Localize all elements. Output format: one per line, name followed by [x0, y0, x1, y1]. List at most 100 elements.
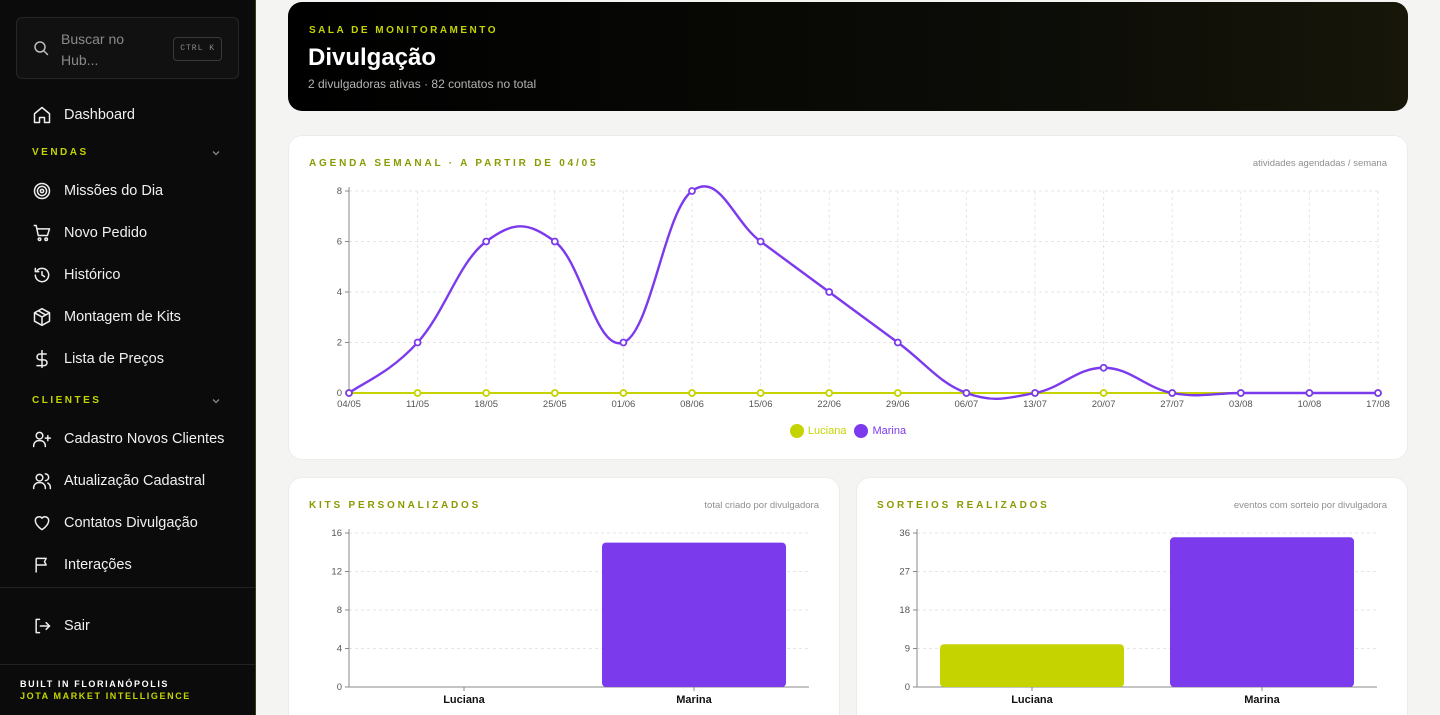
y-tick-label: 0 [337, 682, 342, 693]
nav-contatos-divulgacao[interactable]: Contatos Divulgação [32, 511, 198, 535]
kits-card: KITS PERSONALIZADOS total criado por div… [288, 477, 840, 715]
legend-label: Marina [872, 425, 907, 437]
chart-note: eventos com sorteio por divulgadora [1233, 500, 1387, 511]
nav-dashboard[interactable]: Dashboard [32, 103, 135, 127]
data-point-marina [825, 288, 834, 296]
chevron-down-icon [212, 151, 220, 156]
x-tick-label: 08/06 [680, 399, 704, 410]
data-point-marina [482, 237, 491, 246]
legend-item-luciana[interactable]: Luciana [789, 424, 847, 438]
data-point-luciana [619, 389, 628, 397]
y-tick-label: 12 [331, 567, 342, 578]
x-tick-label: 01/06 [612, 399, 636, 410]
page-subtitle: 2 divulgadoras ativas · 82 contatos no t… [308, 77, 537, 91]
x-tick-label: 22/06 [817, 399, 841, 410]
divider [0, 664, 255, 665]
data-point-luciana [688, 389, 696, 397]
data-point-marina [688, 187, 696, 195]
x-tick-label: 27/07 [1160, 399, 1184, 410]
nav-novo-pedido[interactable]: Novo Pedido [32, 221, 147, 245]
x-tick-label: 04/05 [337, 399, 361, 410]
nav-missoes-label: Missões do Dia [64, 183, 164, 199]
data-point-marina [1031, 389, 1039, 397]
user-plus-icon [32, 431, 52, 448]
data-point-luciana [756, 389, 765, 397]
chart-note: total criado por divulgadora [704, 500, 819, 511]
sorteios-card: SORTEIOS REALIZADOS eventos com sorteio … [856, 477, 1408, 715]
page-title: Divulgação [308, 44, 437, 71]
target-icon [33, 182, 51, 200]
series-line-marina [348, 185, 1378, 401]
footer-brand: JOTA MARKET INTELLIGENCE [20, 691, 191, 701]
nav-lista-de-precos[interactable]: Lista de Preços [32, 347, 164, 371]
chart-title: AGENDA SEMANAL · A PARTIR DE 04/05 [309, 158, 599, 169]
heart-icon [34, 516, 50, 531]
y-tick-label: 4 [337, 644, 342, 655]
nav-montagem-de-kits[interactable]: Montagem de Kits [32, 305, 181, 329]
data-point-marina [345, 389, 353, 397]
x-tick-label: 18/05 [474, 399, 498, 410]
data-point-marina [1305, 389, 1314, 397]
y-tick-label: 18 [899, 605, 910, 616]
nav-historico-label: Histórico [64, 267, 121, 283]
chart-title: KITS PERSONALIZADOS [309, 500, 482, 511]
bar-marina [1170, 537, 1354, 687]
sidebar: Buscar no Hub... CTRL K Dashboard VENDAS… [0, 0, 256, 715]
data-point-marina [1168, 389, 1177, 397]
chart-title: SORTEIOS REALIZADOS [877, 500, 1050, 511]
nav-cadastro-novos-clientes[interactable]: Cadastro Novos Clientes [32, 427, 224, 451]
logout-button[interactable]: Sair [32, 614, 90, 638]
nav-lista-label: Lista de Preços [64, 351, 164, 367]
x-tick-label: 15/06 [749, 399, 773, 410]
x-category-label: Marina [676, 694, 712, 706]
weekly-agenda-card: AGENDA SEMANAL · A PARTIR DE 04/05 ativi… [288, 135, 1408, 460]
kits-chart: 0 4 8 12 16 Luciana Marina [331, 528, 809, 706]
x-tick-label: 03/08 [1229, 399, 1253, 410]
logout-label: Sair [64, 618, 90, 634]
search-placeholder: Buscar no Hub... [61, 31, 125, 68]
y-tick-label: 16 [331, 528, 342, 539]
legend-dot [854, 424, 869, 438]
sorteios-chart: 0 9 18 27 36 Luciana Marina [899, 528, 1377, 706]
x-tick-label: 13/07 [1023, 399, 1047, 410]
nav-missoes-do-dia[interactable]: Missões do Dia [32, 179, 163, 203]
search-input[interactable]: Buscar no Hub... CTRL K [16, 17, 239, 79]
x-category-label: Luciana [1011, 694, 1053, 706]
y-tick-label: 8 [337, 186, 342, 197]
data-point-marina [962, 389, 971, 397]
x-tick-label: 11/05 [406, 399, 429, 410]
x-tick-label: 17/08 [1366, 399, 1390, 410]
box-icon [33, 307, 51, 327]
bar-marina [602, 542, 786, 687]
nav-contatos-label: Contatos Divulgação [64, 515, 198, 531]
search-shortcut: CTRL K [173, 37, 222, 61]
data-point-luciana [550, 389, 559, 397]
nav-interacoes[interactable]: Interações [32, 553, 132, 577]
data-point-marina [893, 338, 902, 347]
data-point-marina [1236, 389, 1245, 397]
data-point-marina [1099, 363, 1108, 372]
x-tick-label: 10/08 [1298, 399, 1322, 410]
data-point-luciana [825, 389, 834, 397]
dollar-icon [36, 349, 48, 369]
history-icon [34, 267, 50, 283]
nav-atualizacao-cadastral[interactable]: Atualização Cadastral [32, 469, 205, 493]
legend-label: Luciana [807, 425, 847, 437]
users-icon [32, 473, 52, 490]
y-tick-label: 8 [337, 605, 342, 616]
y-tick-label: 36 [899, 528, 910, 539]
nav-interacoes-label: Interações [64, 557, 132, 573]
y-tick-label: 2 [337, 338, 342, 349]
section-vendas-label: VENDAS [32, 147, 89, 158]
x-tick-label: 25/05 [543, 399, 567, 410]
nav-historico[interactable]: Histórico [32, 263, 120, 287]
nav-montagem-label: Montagem de Kits [64, 309, 181, 325]
data-point-marina [1374, 389, 1382, 397]
section-clientes[interactable]: CLIENTES [32, 395, 222, 406]
y-tick-label: 6 [337, 237, 342, 248]
x-category-label: Luciana [443, 694, 485, 706]
legend-item-marina[interactable]: Marina [854, 424, 906, 438]
y-tick-label: 9 [905, 644, 910, 655]
section-vendas[interactable]: VENDAS [32, 147, 222, 158]
data-point-luciana [482, 389, 491, 397]
